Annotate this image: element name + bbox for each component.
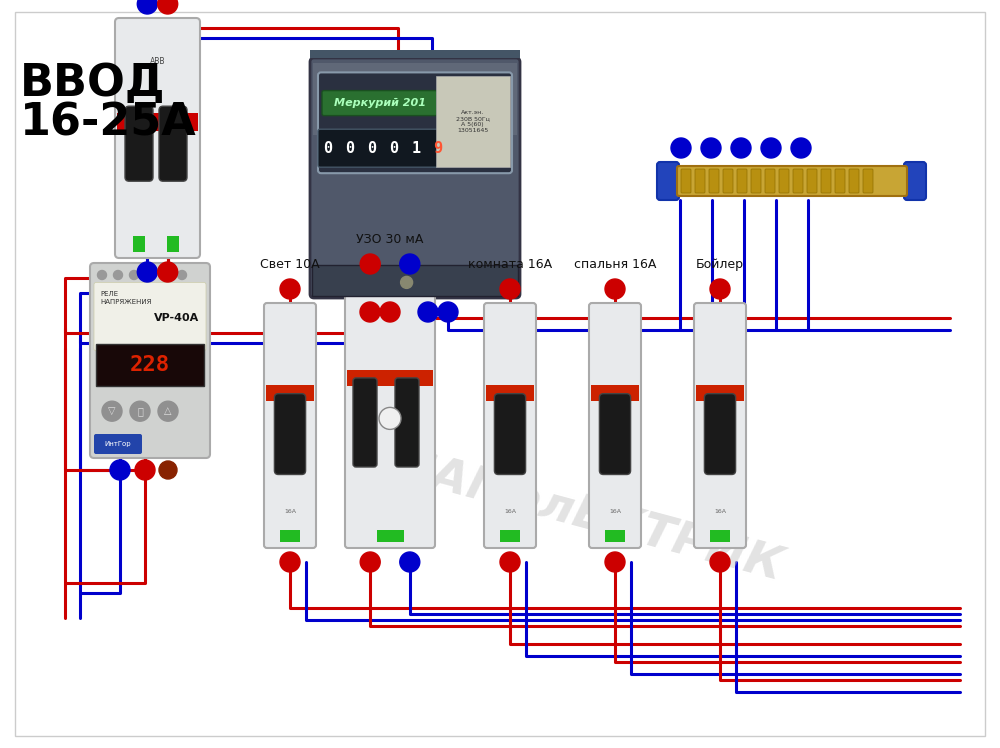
Bar: [167, 236, 179, 252]
Circle shape: [500, 279, 520, 299]
Bar: [500, 530, 520, 542]
Text: САМэлЕКТРИК: САМэлЕКТРИК: [393, 445, 787, 591]
Bar: [436, 76, 510, 168]
FancyBboxPatch shape: [751, 169, 761, 193]
Circle shape: [438, 302, 458, 322]
Text: 0: 0: [323, 141, 333, 156]
FancyBboxPatch shape: [849, 169, 859, 193]
Text: 16-25А: 16-25А: [20, 102, 197, 144]
Circle shape: [178, 271, 186, 280]
Bar: [605, 530, 625, 542]
Bar: [347, 370, 433, 386]
Circle shape: [701, 138, 721, 158]
Circle shape: [135, 460, 155, 480]
Text: 0: 0: [367, 141, 377, 156]
Circle shape: [761, 138, 781, 158]
Text: VP-40A: VP-40A: [154, 313, 199, 322]
Circle shape: [110, 460, 130, 480]
Circle shape: [360, 552, 380, 572]
Bar: [312, 265, 518, 296]
Circle shape: [710, 279, 730, 299]
FancyBboxPatch shape: [353, 378, 377, 467]
FancyBboxPatch shape: [274, 393, 306, 474]
Circle shape: [130, 401, 150, 421]
FancyBboxPatch shape: [90, 263, 210, 458]
FancyBboxPatch shape: [125, 106, 153, 181]
Text: РЕЛЕ
НАПРЯЖЕНИЯ: РЕЛЕ НАПРЯЖЕНИЯ: [100, 291, 152, 305]
Text: ИнтГор: ИнтГор: [105, 441, 131, 447]
Text: 16A: 16A: [714, 509, 726, 514]
Circle shape: [360, 254, 380, 274]
FancyBboxPatch shape: [765, 169, 775, 193]
FancyBboxPatch shape: [94, 434, 142, 454]
FancyBboxPatch shape: [264, 303, 316, 548]
Circle shape: [159, 461, 177, 479]
Circle shape: [605, 552, 625, 572]
FancyBboxPatch shape: [821, 169, 831, 193]
Text: комната 16А: комната 16А: [468, 258, 552, 271]
FancyBboxPatch shape: [395, 378, 419, 467]
Circle shape: [418, 302, 438, 322]
FancyBboxPatch shape: [599, 393, 631, 474]
Text: ABB: ABB: [150, 57, 165, 66]
Bar: [266, 385, 314, 401]
Circle shape: [360, 302, 380, 322]
FancyBboxPatch shape: [94, 283, 206, 351]
Text: Свет 10А: Свет 10А: [260, 258, 320, 271]
Bar: [96, 344, 204, 386]
FancyBboxPatch shape: [737, 169, 747, 193]
Circle shape: [791, 138, 811, 158]
Circle shape: [400, 552, 420, 572]
Bar: [376, 530, 404, 542]
FancyBboxPatch shape: [310, 58, 520, 298]
Text: △: △: [164, 406, 172, 416]
Circle shape: [401, 277, 413, 289]
FancyBboxPatch shape: [589, 303, 641, 548]
Text: 228: 228: [130, 355, 170, 375]
FancyBboxPatch shape: [779, 169, 789, 193]
FancyBboxPatch shape: [904, 162, 926, 200]
Text: ВВОД: ВВОД: [20, 61, 166, 105]
Text: 16A: 16A: [609, 509, 621, 514]
FancyBboxPatch shape: [723, 169, 733, 193]
FancyBboxPatch shape: [709, 169, 719, 193]
Circle shape: [137, 262, 157, 282]
Circle shape: [400, 254, 420, 274]
Bar: [486, 385, 534, 401]
Text: Бойлер: Бойлер: [696, 258, 744, 271]
FancyBboxPatch shape: [863, 169, 873, 193]
FancyBboxPatch shape: [695, 169, 705, 193]
FancyBboxPatch shape: [793, 169, 803, 193]
Circle shape: [162, 271, 170, 280]
FancyBboxPatch shape: [835, 169, 845, 193]
FancyBboxPatch shape: [322, 91, 438, 116]
Bar: [117, 113, 198, 131]
FancyBboxPatch shape: [159, 106, 187, 181]
Text: 1: 1: [411, 141, 421, 156]
FancyBboxPatch shape: [484, 303, 536, 548]
Circle shape: [710, 552, 730, 572]
FancyBboxPatch shape: [494, 393, 526, 474]
Bar: [280, 530, 300, 542]
Circle shape: [379, 408, 401, 429]
FancyBboxPatch shape: [318, 129, 440, 168]
FancyBboxPatch shape: [345, 278, 435, 548]
Text: Ⓘ: Ⓘ: [137, 406, 143, 416]
FancyBboxPatch shape: [318, 73, 512, 174]
Text: 16A: 16A: [284, 509, 296, 514]
Bar: [313, 63, 517, 135]
FancyBboxPatch shape: [704, 393, 736, 474]
Circle shape: [731, 138, 751, 158]
Circle shape: [137, 0, 157, 14]
FancyBboxPatch shape: [657, 162, 679, 200]
Bar: [591, 385, 639, 401]
Text: 0: 0: [389, 141, 399, 156]
Text: 0: 0: [345, 141, 355, 156]
FancyBboxPatch shape: [115, 18, 200, 258]
Circle shape: [280, 279, 300, 299]
Text: Акт.эн.
230В 50Гц
А 5(60)
13051645: Акт.эн. 230В 50Гц А 5(60) 13051645: [456, 111, 490, 133]
Circle shape: [605, 279, 625, 299]
Bar: [710, 530, 730, 542]
Circle shape: [671, 138, 691, 158]
Circle shape: [114, 271, 122, 280]
